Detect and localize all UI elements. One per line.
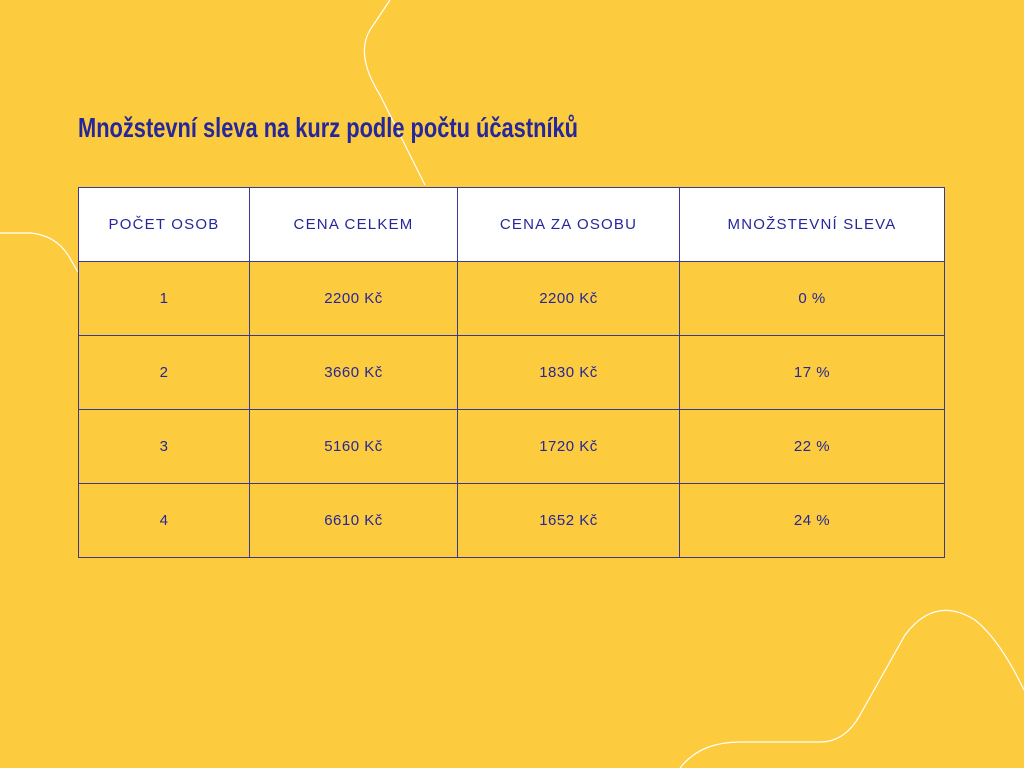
deco-line — [0, 232, 79, 273]
table-cell: 5160 Kč — [249, 409, 458, 484]
table-cell: 3660 Kč — [249, 335, 458, 410]
deco-line — [363, 0, 426, 186]
header-row: POČET OSOB CENA CELKEM CENA ZA OSOBU MNOŽST… — [78, 187, 945, 262]
table-cell: 2200 Kč — [249, 261, 458, 336]
table-cell: 2 — [78, 335, 250, 410]
table-cell: 1652 Kč — [457, 483, 680, 558]
table-cell: 1720 Kč — [457, 409, 680, 484]
table-cell: 4 — [78, 483, 250, 558]
table-cell: 22 % — [679, 409, 945, 484]
discount-table: POČET OSOB CENA CELKEM CENA ZA OSOBU MNOŽST… — [78, 187, 945, 558]
table-row: 1 2200 Kč 2200 Kč 0 % — [78, 261, 945, 336]
table-body: 1 2200 Kč 2200 Kč 0 % 2 3660 Kč 1830 Kč 17 % 3 51… — [78, 261, 945, 558]
table-cell: 6610 Kč — [249, 483, 458, 558]
table-cell: 1830 Kč — [457, 335, 680, 410]
table-cell: 0 % — [679, 261, 945, 336]
table-row: 4 6610 Kč 1652 Kč 24 % — [78, 483, 945, 558]
table-cell: 1 — [78, 261, 250, 336]
table-row: 2 3660 Kč 1830 Kč 17 % — [78, 335, 945, 410]
table-row: 3 5160 Kč 1720 Kč 22 % — [78, 409, 945, 484]
column-header: CENA CELKEM — [249, 187, 458, 262]
table-cell: 2200 Kč — [457, 261, 680, 336]
table-cell: 3 — [78, 409, 250, 484]
column-header: CENA ZA OSOBU — [457, 187, 680, 262]
title: Množstevní sleva na kurz podle počtu úča… — [78, 112, 579, 143]
table-cell: 17 % — [679, 335, 945, 410]
deco-line — [679, 609, 1024, 768]
column-header: MNOŽSTEVNÍ SLEVA — [679, 187, 945, 262]
table-cell: 24 % — [679, 483, 945, 558]
column-header: POČET OSOB — [78, 187, 250, 262]
